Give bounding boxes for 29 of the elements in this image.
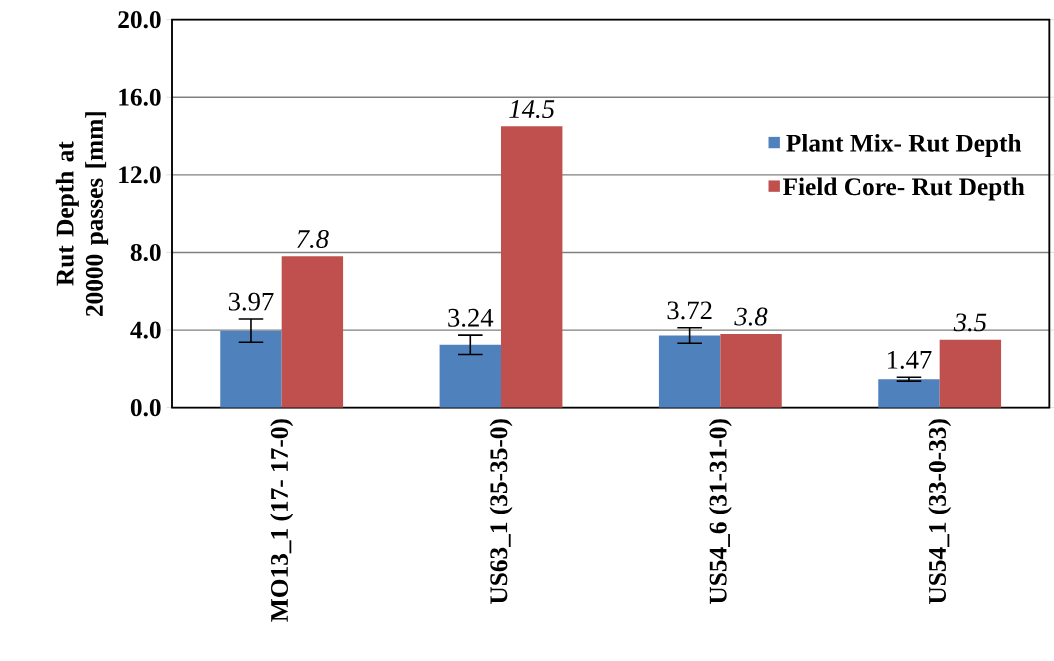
bar	[878, 379, 940, 408]
legend-label: Field Core- Rut Depth	[783, 177, 1025, 201]
bar	[720, 333, 782, 408]
data-label: 14.5	[509, 100, 555, 119]
y-tick-label: 16.0	[119, 88, 161, 106]
bar	[281, 256, 344, 408]
bar	[439, 344, 501, 408]
data-label: 3.5	[953, 313, 987, 332]
data-label: 1.47	[887, 350, 932, 369]
data-label: 3.72	[667, 301, 712, 320]
bar	[501, 126, 563, 408]
x-tick-label: US54_6 (31-31-0)	[708, 419, 732, 604]
data-label: 3.97	[228, 292, 274, 311]
data-label: 7.8	[297, 229, 329, 249]
bar	[220, 330, 282, 408]
y-tick-label: 20.0	[118, 11, 161, 29]
data-label: 3.8	[734, 307, 768, 326]
legend-label: Plant Mix- Rut Depth	[786, 133, 1022, 157]
x-tick-label: US63_1 (35-35-0)	[489, 419, 513, 604]
x-tick-label: MO13_1 (17- 17-0)	[270, 419, 294, 622]
x-tick-label: US54_1 (33-0-33)	[928, 419, 952, 604]
bar	[939, 339, 1002, 408]
y-axis-title: Rut Depth at 20000 passes [mm]	[55, 112, 109, 317]
data-label: 3.24	[448, 308, 494, 327]
bar	[658, 335, 721, 408]
y-tick-label: 8.0	[130, 243, 161, 262]
y-tick-label: 0.0	[130, 399, 161, 417]
y-tick-label: 4.0	[130, 321, 161, 339]
y-tick-label: 12.0	[119, 166, 161, 184]
